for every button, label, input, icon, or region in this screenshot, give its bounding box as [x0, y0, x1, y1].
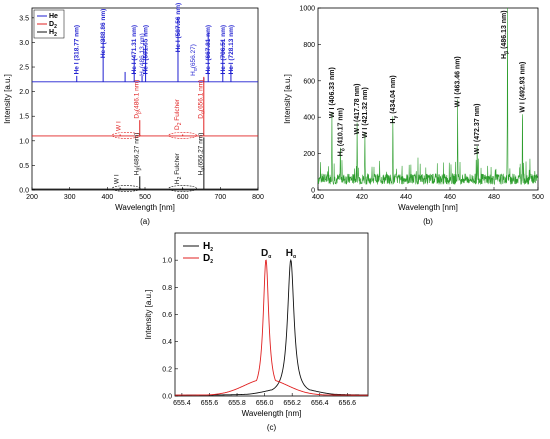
c-legend-label: H2 — [203, 241, 213, 253]
a-region-ellipse — [111, 132, 141, 139]
a-series-H2 — [32, 137, 258, 190]
c-x-tick-label: 655.8 — [228, 400, 246, 407]
c-panel-label: (c) — [267, 423, 277, 432]
c-peak-label: Hα — [286, 248, 297, 260]
b-plot-frame — [317, 7, 539, 191]
c-series-line-H2 — [175, 258, 368, 396]
a-annotation: W I — [116, 121, 123, 131]
b-annotation: W I (421.32 nm) — [362, 87, 369, 138]
a-annotation: H2 Fulcher — [174, 152, 183, 184]
a-annotation: He I (388.86 nm) — [100, 9, 107, 59]
c-x-tick-label: 655.4 — [173, 400, 191, 407]
b-y-tick-label: 600 — [303, 78, 315, 85]
a-region-ellipse — [111, 185, 141, 192]
b-y-axis-label: Intensity [a.u.] — [283, 74, 292, 124]
a-x-tick-label: 200 — [26, 194, 38, 201]
a-x-axis-label: Wavelength [nm] — [115, 203, 175, 212]
a-annotation: He I (667.81 nm) — [205, 25, 212, 75]
b-y-tick-label: 0 — [311, 188, 315, 195]
c-y-tick-label: 0.8 — [162, 285, 172, 292]
a-annotation: Hβ(486.27 nm) — [133, 133, 142, 176]
a-annotation: He I (728.13 nm) — [228, 25, 235, 74]
a-annotation: He I (706.51 nm) — [220, 25, 227, 75]
b-panel-label: (b) — [423, 217, 433, 226]
c-y-tick-label: 1.0 — [162, 258, 172, 265]
b-annotation: W I (472.37 nm) — [474, 104, 481, 155]
a-legend-label: D2 — [49, 21, 57, 30]
a-y-axis-label: Intensity [a.u.] — [3, 74, 12, 124]
c-peak-label: Dα — [261, 248, 272, 260]
b-y-tick-label: 400 — [303, 115, 315, 122]
a-annotation: He I (501.55 nm) — [143, 25, 150, 75]
c-x-tick-label: 656.0 — [256, 400, 274, 407]
a-annotation: Hα(656.27) — [190, 44, 199, 76]
a-y-tick-label: 1.0 — [19, 138, 29, 145]
a-region-ellipse — [168, 185, 197, 192]
b-y-tick-label: 1000 — [299, 6, 315, 13]
a-x-tick-label: 400 — [101, 194, 113, 201]
a-x-tick-label: 300 — [64, 194, 76, 201]
a-x-tick-label: 600 — [177, 194, 189, 201]
panel-a: 200 300 400 500 600 700 800 0.0 0.5 1.0 1.5 2.0 2.5 3… — [3, 3, 264, 226]
b-x-tick-label: 480 — [488, 194, 500, 201]
b-x-tick-label: 500 — [532, 194, 544, 201]
a-annotation: D2 Fulcher — [174, 98, 183, 130]
a-annotation: Hα(656.27 nm) — [198, 133, 207, 176]
a-x-tick-label: 800 — [252, 194, 264, 201]
a-y-tick-label: 2.0 — [19, 89, 29, 96]
a-y-tick-label: 0.5 — [19, 163, 29, 170]
c-x-tick-label: 656.2 — [283, 400, 301, 407]
b-x-tick-label: 440 — [400, 194, 412, 201]
c-y-tick-label: 0.0 — [162, 394, 172, 401]
a-y-tick-label: 0.0 — [19, 188, 29, 195]
a-panel-label: (a) — [140, 217, 150, 226]
a-series-D2 — [32, 76, 258, 137]
panel-b: 400 420 440 460 480 500 0 200 400 600 800 1000 Wavel… — [283, 6, 544, 227]
a-annotation: Hβ(486.13 nm) — [139, 33, 148, 76]
b-y-tick-label: 200 — [303, 151, 315, 158]
c-series-line-D2 — [175, 259, 368, 396]
a-annotation: He I (318.77 nm) — [74, 25, 81, 74]
c-legend-label: D2 — [203, 253, 213, 265]
a-region-ellipse — [168, 132, 197, 139]
b-annotation: W I (463.46 nm) — [455, 56, 462, 107]
a-annotation: He I (471.31 nm) — [131, 25, 138, 75]
a-annotation: Dβ(486.1 nm) — [133, 80, 142, 119]
c-y-tick-label: 0.2 — [162, 366, 172, 373]
c-x-tick-label: 655.6 — [201, 400, 219, 407]
b-x-tick-label: 460 — [444, 194, 456, 201]
c-x-tick-label: 656.6 — [339, 400, 357, 407]
a-legend-label: He — [49, 13, 58, 20]
c-y-axis-label: Intensity [a.u.] — [144, 290, 153, 340]
b-annotation: W I (492.93 nm) — [519, 62, 526, 113]
c-x-tick-label: 656.4 — [311, 400, 329, 407]
c-y-tick-label: 0.6 — [162, 312, 172, 319]
c-x-axis-label: Wavelength [nm] — [242, 409, 302, 418]
b-annotation: W I (417.78 nm) — [354, 84, 361, 135]
a-y-tick-label: 3.5 — [19, 15, 29, 22]
a-annotation: W I — [114, 174, 121, 184]
b-annotation: Hβ (486.13 nm) — [501, 10, 510, 59]
a-x-tick-label: 500 — [139, 194, 151, 201]
b-x-tick-label: 400 — [312, 194, 324, 201]
b-annotation: Hγ (434.04 nm) — [390, 75, 399, 123]
a-x-tick-label: 700 — [214, 194, 226, 201]
b-annotation: Hδ (410.17 nm) — [337, 108, 346, 157]
b-x-axis-label: Wavelength [nm] — [398, 203, 458, 212]
b-y-tick-label: 800 — [303, 42, 315, 49]
a-y-tick-label: 1.5 — [19, 114, 29, 121]
b-annotation: W I (406.33 nm) — [329, 67, 336, 118]
c-y-tick-label: 0.4 — [162, 339, 172, 346]
panel-c: 655.4 655.6 655.8 656.0 656.2 656.4 656.6 0.0 0.… — [144, 232, 369, 432]
b-x-tick-label: 420 — [356, 194, 368, 201]
a-y-tick-label: 2.5 — [19, 65, 29, 72]
a-annotation: He I (587.56 nm) — [175, 3, 182, 53]
b-spectrum-line — [317, 7, 539, 186]
a-annotation: Dα(656.1 nm) — [198, 80, 207, 119]
a-legend-label: H2 — [49, 29, 57, 38]
a-y-tick-label: 3.0 — [19, 40, 29, 47]
